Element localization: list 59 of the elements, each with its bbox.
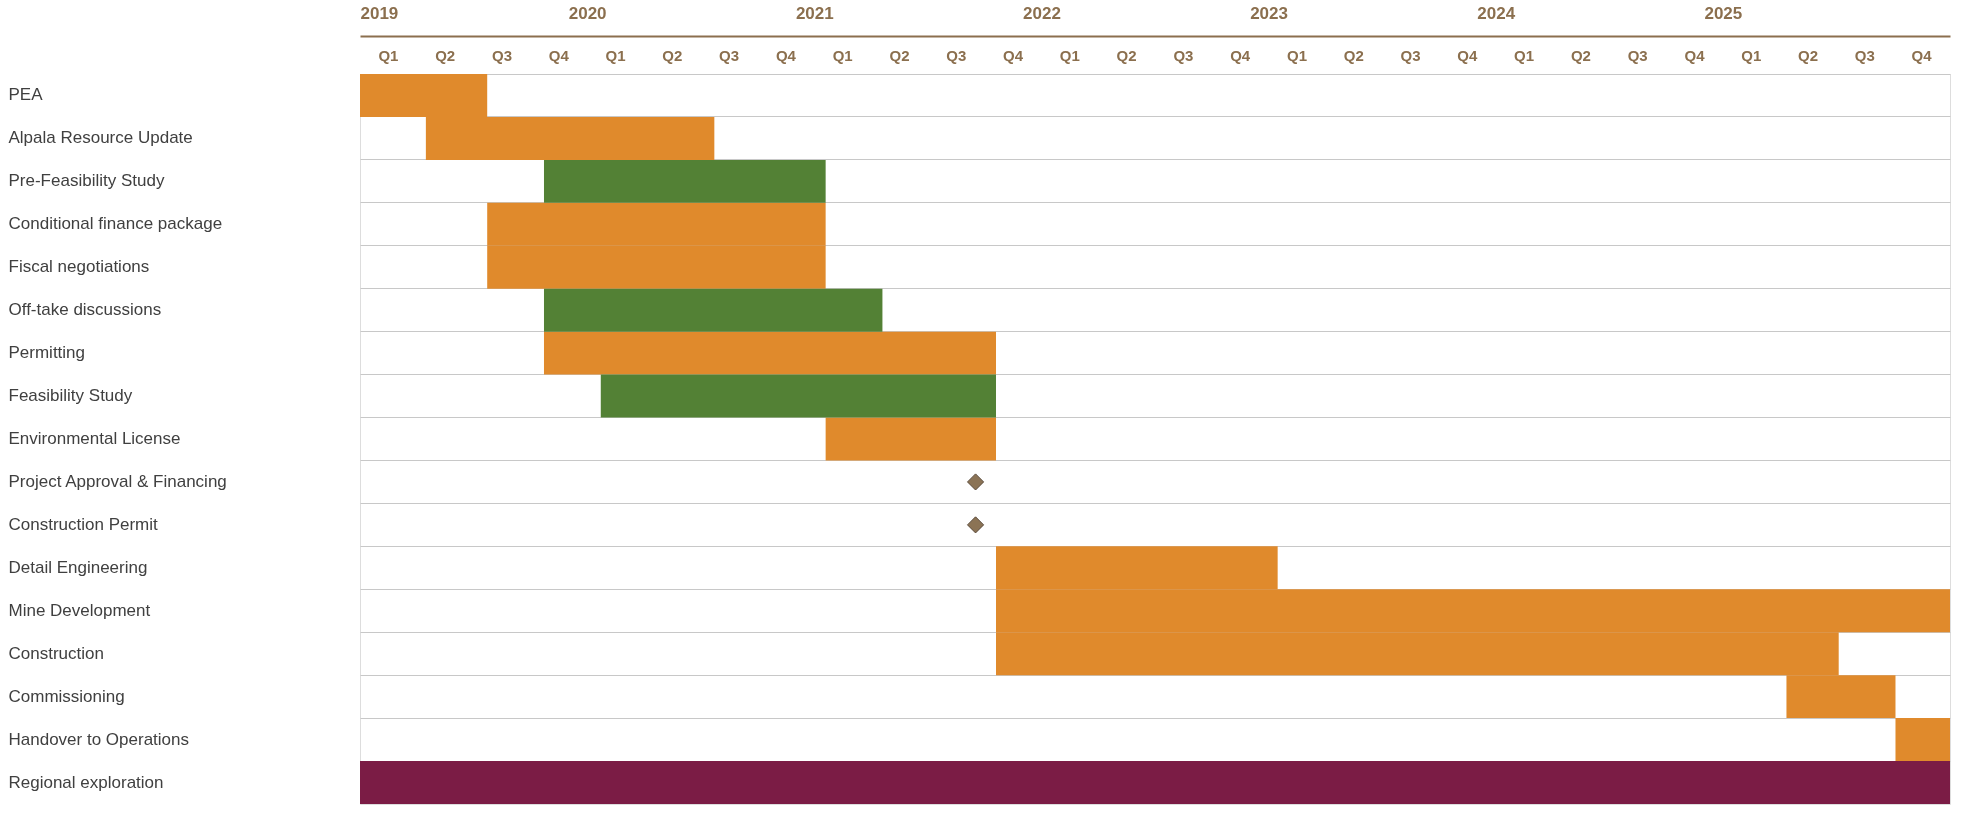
text: Q3 bbox=[491, 47, 512, 64]
text: Q4 bbox=[1003, 47, 1024, 64]
text: Q3 bbox=[946, 47, 967, 64]
text: Q3 bbox=[719, 47, 740, 64]
y-tick-label: Fiscal negotiations bbox=[8, 257, 150, 277]
x-tick-label: 2021 bbox=[795, 3, 834, 23]
y-tick-label: Environmental License bbox=[8, 429, 181, 448]
text: Q2 bbox=[1570, 47, 1591, 64]
y-tick-label: Off-take discussions bbox=[8, 300, 162, 320]
y-tick-label: Project Approval & Financing bbox=[8, 471, 227, 491]
text: Q4 bbox=[775, 47, 797, 64]
text: Q3 bbox=[1400, 47, 1421, 64]
text: Q4 bbox=[1230, 47, 1251, 64]
text: Q1 bbox=[378, 47, 399, 64]
y-tick-label: Construction Permit bbox=[8, 514, 159, 534]
y-tick-label: Pre-Feasibility Study bbox=[8, 171, 165, 191]
text: Q2 bbox=[662, 47, 683, 64]
text: Q2 bbox=[1116, 47, 1137, 64]
x-tick-label: 2022 bbox=[1023, 3, 1061, 23]
text: Q1 bbox=[605, 47, 626, 64]
text: Q3 bbox=[1627, 47, 1648, 64]
x-tick-label: 2024 bbox=[1477, 3, 1516, 23]
text: Q4 bbox=[1684, 47, 1706, 64]
y-tick-label: Construction bbox=[8, 643, 104, 663]
y-tick-label: Handover to Operations bbox=[8, 729, 189, 749]
y-tick-label: Mine Development bbox=[8, 600, 151, 620]
x-tick-label: 2023 bbox=[1250, 3, 1288, 23]
text: Q3 bbox=[1854, 47, 1875, 64]
text: Q1 bbox=[1741, 47, 1762, 64]
bar bbox=[543, 288, 883, 332]
text: Q1 bbox=[1059, 47, 1080, 64]
text: Q1 bbox=[832, 47, 853, 64]
x-tick-label: 2019 bbox=[360, 3, 399, 23]
y-tick-label: Detail Engineering bbox=[8, 557, 148, 577]
text: Q2 bbox=[435, 47, 456, 64]
bar bbox=[1895, 718, 1950, 762]
text: Q1 bbox=[1286, 47, 1307, 64]
bar bbox=[543, 331, 996, 375]
bar bbox=[543, 159, 826, 203]
y-tick-label: Permitting bbox=[8, 343, 86, 363]
text: Q4 bbox=[548, 47, 570, 64]
text: Q4 bbox=[1457, 47, 1478, 64]
x-tick-label: 2020 bbox=[568, 3, 607, 23]
text: Q3 bbox=[1173, 47, 1194, 64]
bar bbox=[825, 417, 996, 461]
bar bbox=[360, 761, 1950, 804]
bar bbox=[600, 374, 996, 418]
x-tick-label: 2025 bbox=[1704, 3, 1743, 23]
text: Q2 bbox=[1798, 47, 1819, 64]
y-tick-label: Regional exploration bbox=[8, 772, 164, 792]
text: Q2 bbox=[889, 47, 910, 64]
y-tick-label: Commissioning bbox=[8, 686, 125, 706]
y-tick-label: Conditional finance package bbox=[8, 214, 223, 234]
text: Q1 bbox=[1514, 47, 1535, 64]
text: Q2 bbox=[1343, 47, 1364, 64]
y-tick-label: PEA bbox=[8, 85, 44, 105]
y-tick-label: Alpala Resource Update bbox=[8, 128, 193, 148]
y-tick-label: Feasibility Study bbox=[8, 386, 133, 406]
text: Q4 bbox=[1911, 47, 1933, 64]
